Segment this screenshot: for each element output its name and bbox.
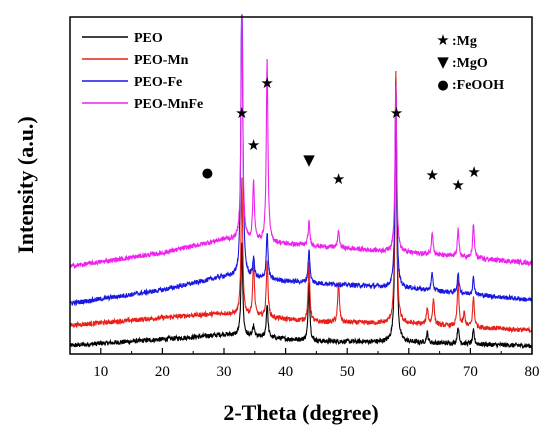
series-line-peo-mn	[69, 70, 533, 334]
peak-marker: ★	[247, 136, 260, 154]
peak-marker: ★	[451, 176, 464, 194]
plot-lines	[69, 14, 533, 349]
phase-legend-label: :MgO	[452, 56, 488, 71]
series-legend: PEO PEO-Mn PEO-Fe PEO-MnFe	[82, 31, 203, 112]
peak-marker: ★	[467, 163, 480, 181]
series-line-peo	[69, 78, 533, 349]
x-axis-title: 2-Theta (degree)	[223, 400, 378, 425]
x-tick-label: 10	[93, 364, 108, 380]
peak-marker: ★	[235, 104, 248, 122]
phase-legend-symbol: ●	[437, 78, 448, 93]
x-tick-label: 30	[217, 364, 232, 380]
phase-legend: ★:Mg▼:MgO ● :FeOOH	[436, 31, 504, 93]
series-line-peo-mnfe	[69, 14, 533, 269]
peak-marker: ★	[425, 166, 438, 184]
peak-marker: ●	[202, 166, 213, 181]
plot-frame	[69, 16, 533, 355]
x-tick-label: 60	[401, 364, 416, 380]
y-axis-title: Intensity (a.u.)	[13, 116, 38, 254]
peak-marker: ★	[390, 104, 403, 122]
legend-label: PEO-MnFe	[134, 97, 203, 112]
phase-legend-symbol: ▼	[437, 53, 449, 71]
legend-label: PEO-Mn	[134, 53, 189, 68]
legend-label: PEO	[134, 31, 163, 46]
x-tick-label: 20	[155, 364, 170, 380]
peak-marker: ★	[332, 170, 345, 188]
x-tick-label: 40	[278, 364, 293, 380]
phase-legend-label: :Mg	[452, 34, 477, 49]
series-line-peo-fe	[69, 14, 533, 307]
legend-label: PEO-Fe	[134, 75, 182, 90]
x-tick-label: 70	[463, 364, 478, 380]
x-tick-label: 80	[525, 364, 540, 380]
peak-marker: ▼	[303, 151, 315, 169]
peak-marker: ★	[260, 74, 273, 92]
x-tick-label: 50	[340, 364, 355, 380]
x-axis-ticks: 10 20 30 40 50 60 70 80	[69, 348, 540, 380]
phase-legend-symbol: ★	[436, 31, 449, 49]
phase-legend-label: :FeOOH	[452, 78, 504, 93]
peak-annotations: ★★★▼★★★★★●	[202, 74, 481, 194]
